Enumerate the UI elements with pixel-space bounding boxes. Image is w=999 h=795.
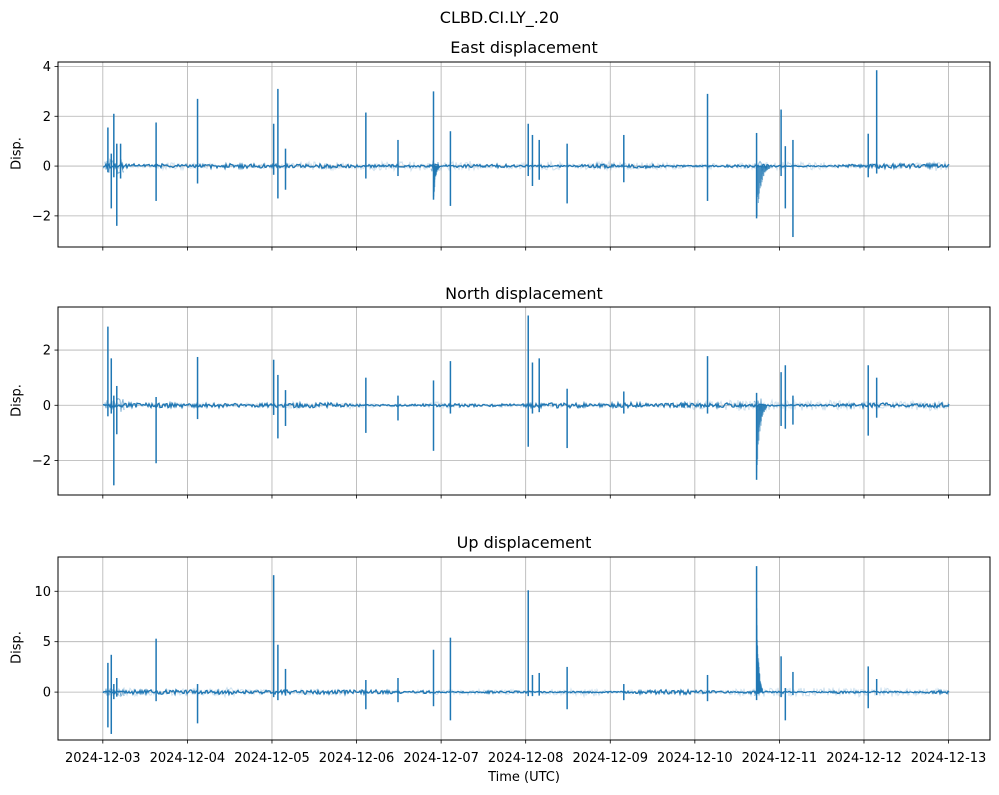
up-subplot-title: Up displacement	[456, 533, 592, 552]
xtick-label: 2024-12-12	[826, 751, 902, 766]
north-ytick-label: 0	[43, 399, 51, 414]
xtick-label: 2024-12-06	[319, 751, 395, 766]
figure-suptitle: CLBD.CI.LY_.20	[439, 8, 560, 27]
x-axis-label: Time (UTC)	[488, 770, 560, 785]
east-ytick-label: 4	[43, 60, 51, 75]
east-plot: −2 0 2 4	[32, 60, 991, 251]
north-plot: −2 0 2	[32, 306, 991, 499]
xtick-label: 2024-12-09	[572, 751, 648, 766]
north-ytick-label: −2	[32, 454, 51, 469]
north-ytick-label: 2	[43, 344, 51, 359]
xtick-label: 2024-12-10	[657, 751, 733, 766]
xtick-label: 2024-12-05	[234, 751, 310, 766]
east-ytick-label: −2	[32, 209, 51, 224]
xtick-label: 2024-12-11	[742, 751, 818, 766]
north-subplot-title: North displacement	[445, 284, 603, 303]
up-plot: 0 5 10 2024-12-03 2024-12-04 2024-12-05 2024-1…	[34, 556, 991, 766]
east-subplot-title: East displacement	[450, 38, 598, 57]
up-ytick-label: 10	[34, 585, 51, 600]
xtick-label: 2024-12-04	[150, 751, 226, 766]
east-ytick-label: 0	[43, 160, 51, 175]
east-ytick-label: 2	[43, 110, 51, 125]
xtick-label: 2024-12-13	[911, 751, 987, 766]
up-ytick-label: 0	[43, 686, 51, 701]
xtick-label: 2024-12-08	[488, 751, 564, 766]
xtick-label: 2024-12-03	[65, 751, 141, 766]
up-ytick-label: 5	[43, 635, 51, 650]
xtick-label: 2024-12-07	[403, 751, 479, 766]
